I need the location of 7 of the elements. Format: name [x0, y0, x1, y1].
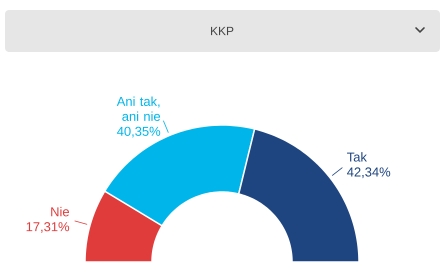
data-label: 40,35%: [117, 126, 160, 138]
slice-label: Tak: [347, 152, 367, 162]
chart-title: KKP: [211, 26, 234, 36]
data-label: 17,31%: [26, 222, 70, 233]
data-label: 42,34%: [347, 167, 390, 178]
slice-label: Nie: [51, 206, 69, 216]
slice-label: Ani tak, ani nie: [116, 96, 160, 121]
